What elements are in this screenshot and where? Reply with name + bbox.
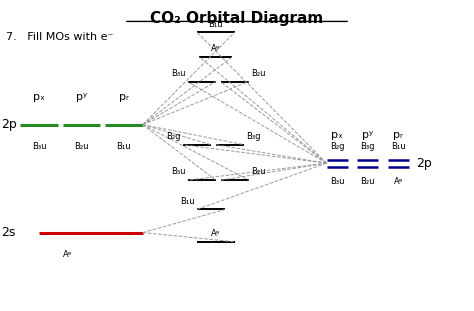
Text: Aᵍ: Aᵍ — [211, 229, 220, 238]
Text: 2p: 2p — [416, 157, 432, 170]
Text: Aᵍ: Aᵍ — [394, 177, 403, 186]
Text: 2s: 2s — [1, 226, 16, 239]
Text: B₂g: B₂g — [330, 142, 345, 151]
Text: Aᵍ: Aᵍ — [211, 44, 220, 53]
Text: Aᵍ: Aᵍ — [63, 249, 72, 258]
Text: B₃u: B₃u — [171, 167, 185, 176]
Text: pₓ: pₓ — [331, 130, 343, 140]
Text: B₁u: B₁u — [180, 197, 195, 206]
Text: B₃g: B₃g — [361, 142, 375, 151]
Text: B₁u: B₁u — [117, 142, 131, 151]
Text: B₃u: B₃u — [32, 142, 46, 151]
Text: CO₂ Orbital Diagram: CO₂ Orbital Diagram — [150, 11, 324, 26]
Text: B₂u: B₂u — [361, 177, 375, 186]
Text: 7.   Fill MOs with e⁻: 7. Fill MOs with e⁻ — [6, 32, 113, 42]
Text: pₓ: pₓ — [33, 91, 45, 102]
Text: B₂u: B₂u — [74, 142, 89, 151]
Text: B₃g: B₃g — [246, 132, 261, 141]
Text: 2p: 2p — [1, 118, 17, 131]
Text: B₁u: B₁u — [209, 20, 223, 29]
Text: pʸ: pʸ — [76, 91, 87, 102]
Text: B₂g: B₂g — [166, 132, 181, 141]
Text: pʸ: pʸ — [362, 130, 374, 140]
Text: B₃u: B₃u — [171, 69, 185, 78]
Text: B₂u: B₂u — [251, 167, 265, 176]
Text: B₃u: B₃u — [330, 177, 345, 186]
Text: pᵣ: pᵣ — [119, 91, 129, 102]
Text: B₁u: B₁u — [391, 142, 406, 151]
Text: pᵣ: pᵣ — [393, 130, 403, 140]
Text: B₂u: B₂u — [251, 69, 265, 78]
